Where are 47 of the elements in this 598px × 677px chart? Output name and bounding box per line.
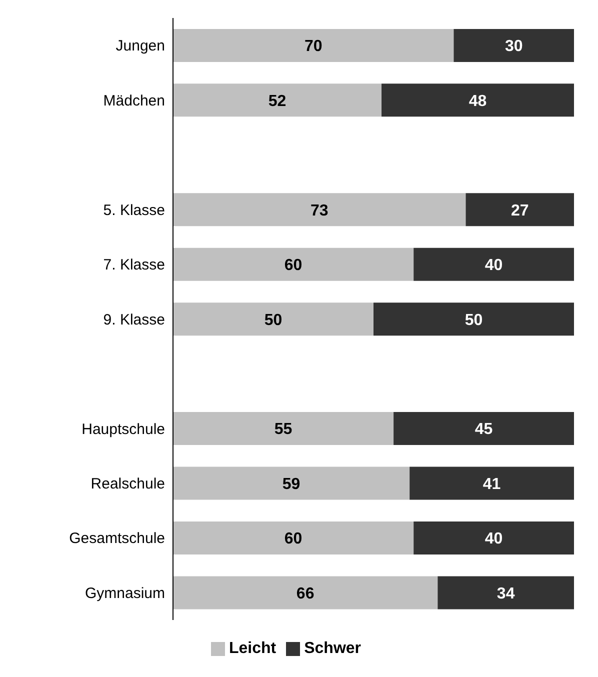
data-label: 48 (468, 92, 487, 110)
bar (382, 84, 574, 117)
y-tick-label: Jungen (116, 38, 165, 55)
bar (414, 521, 574, 554)
data-label: 60 (284, 530, 302, 548)
data-label: 52 (268, 92, 286, 110)
bar (173, 302, 374, 336)
data-label: 27 (510, 202, 529, 220)
data-label: 45 (474, 421, 493, 438)
data-label: 40 (484, 530, 503, 548)
bar (410, 466, 574, 500)
bar (173, 466, 410, 500)
bar (173, 521, 414, 554)
y-tick-label: 5. Klasse (103, 202, 165, 219)
bar (438, 576, 574, 610)
data-label: 66 (296, 585, 314, 602)
y-tick-label: Mädchen (103, 92, 165, 110)
legend-label: Schwer (304, 640, 362, 657)
y-tick-label: Hauptschule (82, 420, 165, 438)
data-label: 73 (310, 202, 328, 220)
data-label: 55 (274, 421, 292, 438)
data-label: 40 (484, 257, 503, 274)
y-tick-label: 7. Klasse (103, 256, 165, 274)
data-label: 30 (504, 38, 523, 56)
bar (173, 412, 394, 446)
bar (454, 28, 574, 62)
data-label: 50 (264, 312, 282, 329)
bar (173, 193, 466, 226)
data-label: 41 (482, 476, 501, 493)
bar (374, 302, 574, 336)
y-tick-label: 9. Klasse (103, 311, 165, 328)
y-tick-label: Realschule (90, 476, 165, 493)
data-label: 59 (282, 476, 300, 493)
bar (173, 576, 438, 610)
bar (173, 248, 414, 281)
bar (394, 412, 574, 446)
data-label: 34 (496, 585, 515, 602)
bar (466, 193, 574, 226)
bar (173, 84, 382, 117)
y-tick-label: Gesamtschule (69, 530, 165, 548)
data-label: 50 (464, 312, 483, 329)
data-label: 60 (284, 257, 302, 274)
bar (414, 248, 574, 281)
data-label: 70 (304, 38, 322, 56)
y-tick-label: Gymnasium (84, 584, 165, 602)
bar (173, 28, 454, 62)
legend-label: Leicht (228, 640, 276, 657)
